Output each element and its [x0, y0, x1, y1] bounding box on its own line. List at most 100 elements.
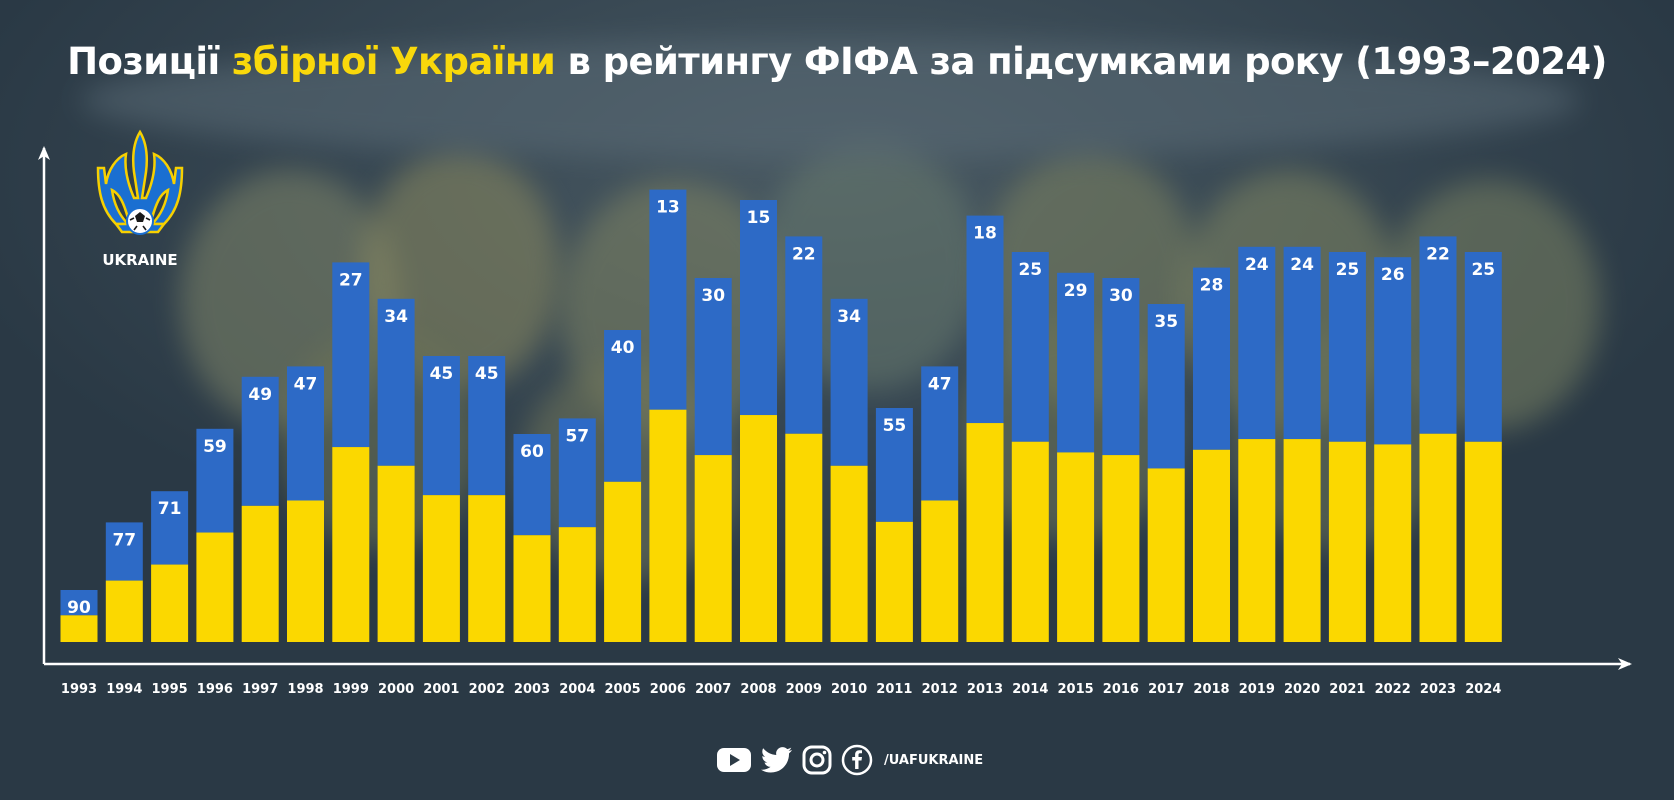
bar-value-label: 27	[339, 270, 363, 290]
bar-value-label: 34	[384, 307, 408, 327]
x-tick-label: 2016	[1103, 682, 1139, 697]
bar-blue-segment	[1328, 252, 1366, 442]
x-tick-label: 1993	[61, 682, 97, 697]
bar-value-label: 29	[1064, 281, 1088, 301]
bar-blue-segment	[105, 522, 143, 581]
x-tick-label: 2006	[650, 682, 686, 697]
x-tick-label: 2018	[1193, 682, 1229, 697]
bar-value-label: 25	[1018, 260, 1042, 280]
bar-value-label: 13	[656, 198, 680, 218]
bar-yellow-segment	[151, 564, 189, 642]
labels-layer: 90 1993 77 1994 71 1995 59 1996 49 1997 47 1998 27 19…	[61, 198, 1501, 697]
bar-value-label: 35	[1154, 312, 1178, 332]
bar-blue-segment	[1193, 267, 1230, 450]
bar-blue-segment	[694, 278, 732, 456]
bar-value-label: 22	[792, 244, 816, 264]
bar-yellow-segment	[875, 521, 913, 642]
bar-yellow-segment	[785, 433, 823, 642]
bar-yellow-segment	[105, 580, 143, 642]
x-tick-label: 1994	[106, 682, 142, 697]
bar-blue-segment	[332, 262, 370, 448]
bar-blue-segment	[740, 200, 777, 416]
bar-value-label: 18	[973, 224, 997, 244]
bar-blue-segment	[422, 356, 460, 496]
x-tick-label: 2020	[1284, 682, 1320, 697]
facebook-icon[interactable]	[841, 744, 873, 776]
bar-value-label: 40	[611, 338, 635, 358]
bar-blue-segment	[1057, 272, 1095, 453]
twitter-icon[interactable]	[761, 746, 793, 774]
x-tick-label: 2014	[1012, 682, 1048, 697]
social-handle[interactable]: /UAFUKRAINE	[884, 752, 984, 768]
bar-yellow-segment	[1464, 441, 1502, 642]
bar-value-label: 49	[248, 385, 272, 405]
bar-yellow-segment	[196, 532, 234, 642]
bar-yellow-segment	[287, 500, 324, 642]
bar-yellow-segment	[1147, 468, 1185, 642]
x-tick-label: 2007	[695, 682, 731, 697]
bar-blue-segment	[830, 298, 868, 466]
bar-value-label: 26	[1381, 265, 1405, 285]
bar-yellow-segment	[377, 465, 415, 642]
bar-value-label: 34	[837, 307, 861, 327]
logo-caption: UKRAINE	[102, 251, 178, 269]
x-tick-label: 2004	[559, 682, 595, 697]
instagram-icon[interactable]	[802, 745, 832, 775]
bar-yellow-segment	[1011, 441, 1049, 642]
x-tick-label: 2002	[469, 682, 505, 697]
bar-yellow-segment	[830, 465, 868, 642]
x-tick-label: 1999	[333, 682, 369, 697]
bar-blue-segment	[1464, 252, 1502, 442]
bar-blue-segment	[60, 590, 98, 616]
bar-yellow-segment	[332, 447, 370, 642]
page-title: Позиції збірної України в рейтингу ФІФА …	[0, 40, 1674, 83]
x-tick-label: 2009	[786, 682, 822, 697]
youtube-icon[interactable]	[716, 747, 752, 773]
bar-yellow-segment	[60, 615, 98, 642]
title-highlight: збірної України	[231, 40, 556, 83]
bar-value-label: 45	[475, 364, 499, 384]
x-tick-label: 2008	[740, 682, 776, 697]
bar-yellow-segment	[422, 495, 460, 642]
title-part-1: Позиції	[67, 40, 232, 83]
bar-yellow-segment	[1102, 455, 1140, 642]
bar-blue-segment	[604, 330, 642, 482]
x-tick-label: 2010	[831, 682, 867, 697]
bar-value-label: 90	[67, 598, 91, 618]
bar-value-label: 22	[1426, 244, 1450, 264]
bar-blue-segment	[921, 366, 959, 501]
x-tick-label: 2017	[1148, 682, 1184, 697]
x-tick-label: 2005	[605, 682, 641, 697]
bar-yellow-segment	[921, 500, 959, 642]
bar-yellow-segment	[558, 527, 596, 642]
social-footer: /UAFUKRAINE	[716, 742, 983, 778]
bar-value-label: 77	[112, 530, 136, 550]
bar-blue-segment	[649, 189, 687, 410]
x-tick-label: 2021	[1329, 682, 1365, 697]
x-tick-label: 2024	[1465, 682, 1501, 697]
bar-blue-segment	[1102, 278, 1140, 456]
bar-yellow-segment	[1283, 439, 1321, 642]
x-tick-label: 1995	[152, 682, 188, 697]
x-tick-label: 2022	[1375, 682, 1411, 697]
bars-layer	[60, 189, 1502, 642]
bar-yellow-segment	[966, 423, 1004, 642]
bar-blue-segment	[196, 428, 234, 533]
bar-yellow-segment	[1374, 444, 1412, 642]
x-tick-label: 2019	[1239, 682, 1275, 697]
bar-blue-segment	[468, 356, 506, 496]
bar-value-label: 55	[883, 416, 907, 436]
bar-blue-segment	[1147, 304, 1185, 469]
bar-blue-segment	[1011, 252, 1049, 442]
bar-yellow-segment	[604, 481, 642, 642]
bar-value-label: 30	[701, 286, 725, 306]
bar-blue-segment	[875, 408, 913, 522]
bar-yellow-segment	[513, 535, 551, 642]
bar-blue-segment	[966, 215, 1004, 424]
bar-value-label: 60	[520, 442, 544, 462]
title-part-2: в рейтингу ФІФА за підсумками року (1993…	[555, 40, 1607, 83]
bar-value-label: 59	[203, 437, 227, 457]
bar-value-label: 24	[1290, 255, 1314, 275]
x-tick-label: 2012	[922, 682, 958, 697]
